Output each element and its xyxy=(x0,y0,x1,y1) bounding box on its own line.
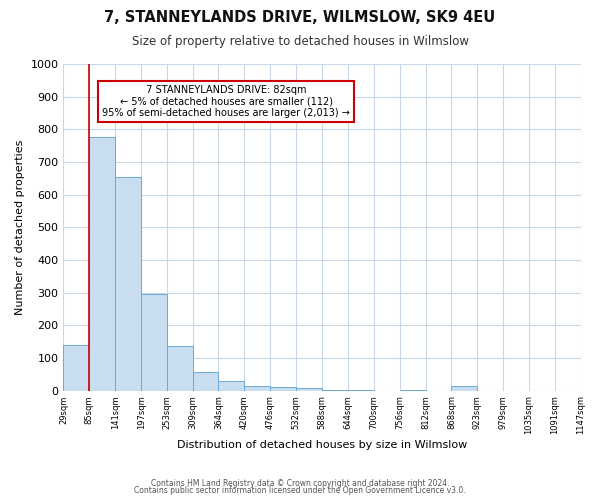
Bar xyxy=(296,388,322,390)
Text: Contains public sector information licensed under the Open Government Licence v3: Contains public sector information licen… xyxy=(134,486,466,495)
Text: Size of property relative to detached houses in Wilmslow: Size of property relative to detached ho… xyxy=(131,35,469,48)
Text: 7 STANNEYLANDS DRIVE: 82sqm  
← 5% of detached houses are smaller (112)
95% of s: 7 STANNEYLANDS DRIVE: 82sqm ← 5% of deta… xyxy=(103,85,350,118)
Bar xyxy=(244,386,270,390)
Bar xyxy=(115,176,141,390)
Text: Contains HM Land Registry data © Crown copyright and database right 2024.: Contains HM Land Registry data © Crown c… xyxy=(151,478,449,488)
Bar xyxy=(451,386,477,390)
Bar xyxy=(218,381,244,390)
Text: 7, STANNEYLANDS DRIVE, WILMSLOW, SK9 4EU: 7, STANNEYLANDS DRIVE, WILMSLOW, SK9 4EU xyxy=(104,10,496,25)
X-axis label: Distribution of detached houses by size in Wilmslow: Distribution of detached houses by size … xyxy=(177,440,467,450)
Bar xyxy=(64,345,89,391)
Bar xyxy=(89,138,115,390)
Bar xyxy=(270,388,296,390)
Bar xyxy=(141,294,167,390)
Bar xyxy=(193,372,218,390)
Bar xyxy=(167,346,193,391)
Y-axis label: Number of detached properties: Number of detached properties xyxy=(15,140,25,315)
